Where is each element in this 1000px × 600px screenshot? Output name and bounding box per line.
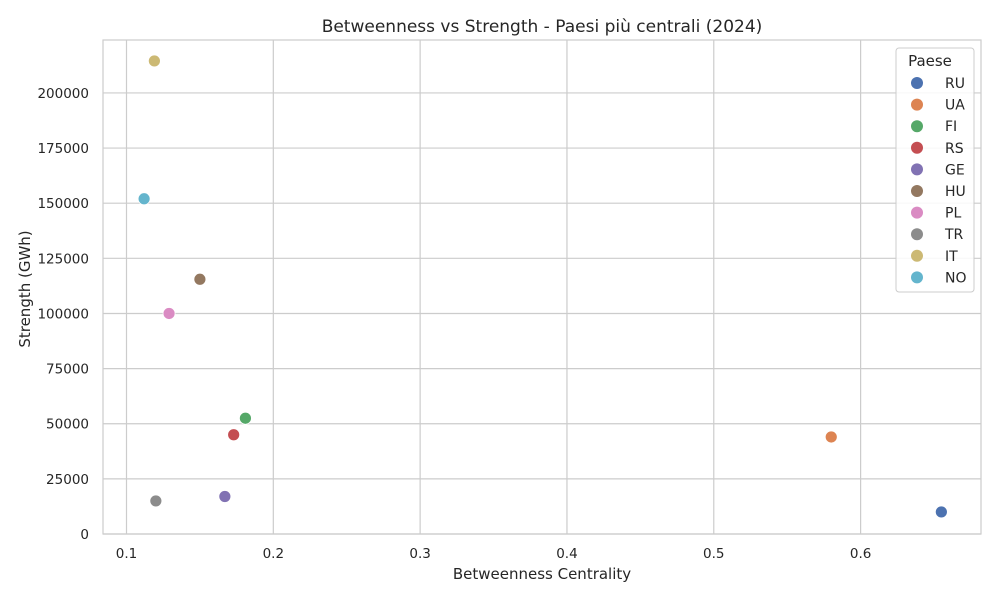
legend-marker-pl <box>911 206 923 219</box>
x-tick-label: 0.3 <box>409 546 430 562</box>
legend-marker-ru <box>911 77 923 89</box>
x-tick-label: 0.5 <box>703 546 724 562</box>
grid-lines <box>103 40 981 535</box>
y-axis-label: Strength (GWh) <box>16 230 34 347</box>
legend-marker-rs <box>911 141 923 154</box>
legend-label: PL <box>945 206 961 222</box>
legend-label: IT <box>945 249 958 265</box>
legend-marker-hu <box>911 185 923 197</box>
y-tick-label: 0 <box>80 527 89 543</box>
legend-marker-ge <box>911 163 923 176</box>
data-point-fi <box>239 411 252 425</box>
legend-label: TR <box>944 227 964 243</box>
data-point-hu <box>193 272 207 286</box>
legend-label: GE <box>945 162 965 178</box>
data-points <box>137 54 948 519</box>
y-tick-label: 150000 <box>37 196 89 212</box>
legend-label: RU <box>945 76 965 92</box>
x-tick-label: 0.4 <box>556 546 577 562</box>
data-point-tr <box>149 494 163 508</box>
legend-marker-it <box>911 249 923 262</box>
data-point-it <box>147 54 161 68</box>
data-point-rs <box>227 428 241 442</box>
data-point-pl <box>162 307 176 320</box>
x-axis-label: Betweenness Centrality <box>453 565 631 583</box>
y-tick-label: 175000 <box>37 141 89 157</box>
legend-label: NO <box>945 270 967 286</box>
x-axis: 0.1 0.2 0.3 0.4 0.5 0.6 <box>116 546 872 562</box>
y-tick-label: 25000 <box>46 472 89 488</box>
y-tick-label: 200000 <box>37 86 89 102</box>
legend-marker-fi <box>911 120 923 133</box>
data-point-no <box>137 192 151 206</box>
x-tick-label: 0.6 <box>850 546 871 562</box>
legend-marker-no <box>911 271 923 284</box>
legend-label: FI <box>945 119 957 135</box>
legend-items: RU UA FI RS GE HU PL TR IT NO <box>911 76 967 286</box>
y-axis: 0 25000 50000 75000 100000 125000 150000 175000… <box>37 86 89 543</box>
legend-marker-tr <box>911 228 923 241</box>
x-tick-label: 0.2 <box>263 546 284 562</box>
x-tick-label: 0.1 <box>116 546 137 562</box>
legend-label: HU <box>945 184 966 200</box>
legend-label: RS <box>945 141 964 157</box>
data-point-ua <box>824 430 838 444</box>
legend-marker-ua <box>911 98 923 111</box>
y-tick-label: 100000 <box>37 306 89 322</box>
data-point-ge <box>218 490 232 503</box>
legend-title: Paese <box>908 52 952 70</box>
y-tick-label: 50000 <box>46 417 89 433</box>
legend-label: UA <box>945 98 965 114</box>
chart-title: Betweenness vs Strength - Paesi più cent… <box>322 17 763 37</box>
y-tick-label: 125000 <box>37 251 89 267</box>
data-point-ru <box>934 505 948 519</box>
legend: Paese RU UA FI RS GE HU PL TR IT NO <box>895 47 975 293</box>
plot-frame <box>102 39 982 535</box>
y-tick-label: 75000 <box>46 362 89 378</box>
